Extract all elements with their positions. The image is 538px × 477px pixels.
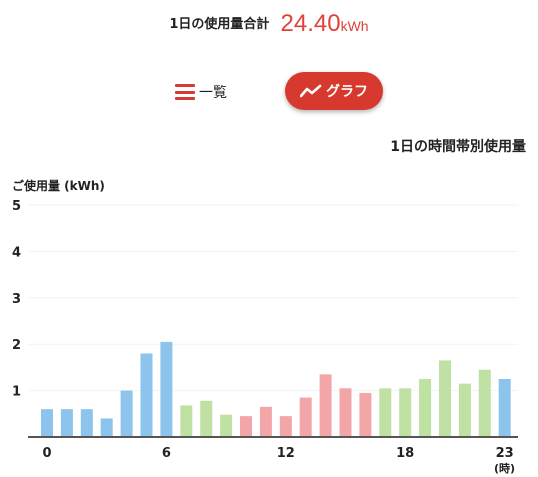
x-axis-unit-label: (時): [494, 461, 515, 475]
x-tick-label: 6: [162, 446, 171, 461]
chart-title: 1日の時間帯別使用量: [390, 139, 526, 155]
list-icon: [175, 84, 195, 100]
bar-hour-20[interactable]: [439, 360, 451, 437]
y-tick-label: 3: [12, 292, 21, 307]
bar-hour-4[interactable]: [120, 390, 133, 437]
bar-hour-14[interactable]: [319, 374, 332, 437]
bar-hour-7[interactable]: [180, 405, 193, 437]
bar-hour-10[interactable]: [240, 416, 252, 437]
bar-hour-19[interactable]: [419, 379, 432, 437]
daily-total-summary: 1日の使用量合計 24.40kWh: [0, 10, 538, 38]
daily-total-value: 24.40: [280, 10, 341, 37]
bar-hour-23[interactable]: [498, 379, 511, 437]
daily-total-unit: kWh: [340, 18, 369, 34]
y-axis-label: ご使用量 (kWh): [12, 178, 105, 193]
bar-hour-12[interactable]: [279, 416, 292, 437]
bar-hour-9[interactable]: [220, 414, 233, 437]
y-tick-label: 5: [12, 199, 21, 214]
bar-hour-2[interactable]: [80, 409, 93, 437]
bar-hour-22[interactable]: [478, 369, 491, 437]
y-tick-label: 4: [12, 245, 21, 260]
x-tick-label: 12: [277, 446, 295, 461]
daily-total-label: 1日の使用量合計: [169, 17, 270, 32]
x-tick-label: 23: [496, 446, 514, 461]
bar-hour-17[interactable]: [379, 388, 392, 437]
bar-hour-5[interactable]: [140, 353, 153, 437]
x-tick-label: 0: [42, 446, 51, 461]
bar-hour-21[interactable]: [458, 383, 471, 437]
graph-view-button[interactable]: グラフ: [285, 72, 383, 110]
bar-hour-13[interactable]: [299, 397, 312, 437]
bar-hour-0[interactable]: [41, 409, 53, 437]
list-view-button[interactable]: 一覧: [175, 82, 227, 102]
y-tick-label: 2: [12, 338, 21, 353]
bar-hour-6[interactable]: [160, 341, 173, 437]
list-view-label: 一覧: [199, 85, 227, 101]
bar-hour-15[interactable]: [339, 388, 352, 437]
line-chart-icon: [300, 84, 322, 98]
bar-hour-18[interactable]: [399, 388, 412, 437]
bar-hour-3[interactable]: [100, 418, 113, 437]
bar-hour-11[interactable]: [259, 406, 272, 437]
bar-hour-16[interactable]: [359, 392, 372, 437]
bar-hour-8[interactable]: [200, 400, 213, 437]
bar-hour-1[interactable]: [60, 409, 73, 437]
graph-view-label: グラフ: [326, 84, 368, 100]
x-tick-label: 18: [396, 446, 414, 461]
y-tick-label: 1: [12, 385, 21, 400]
